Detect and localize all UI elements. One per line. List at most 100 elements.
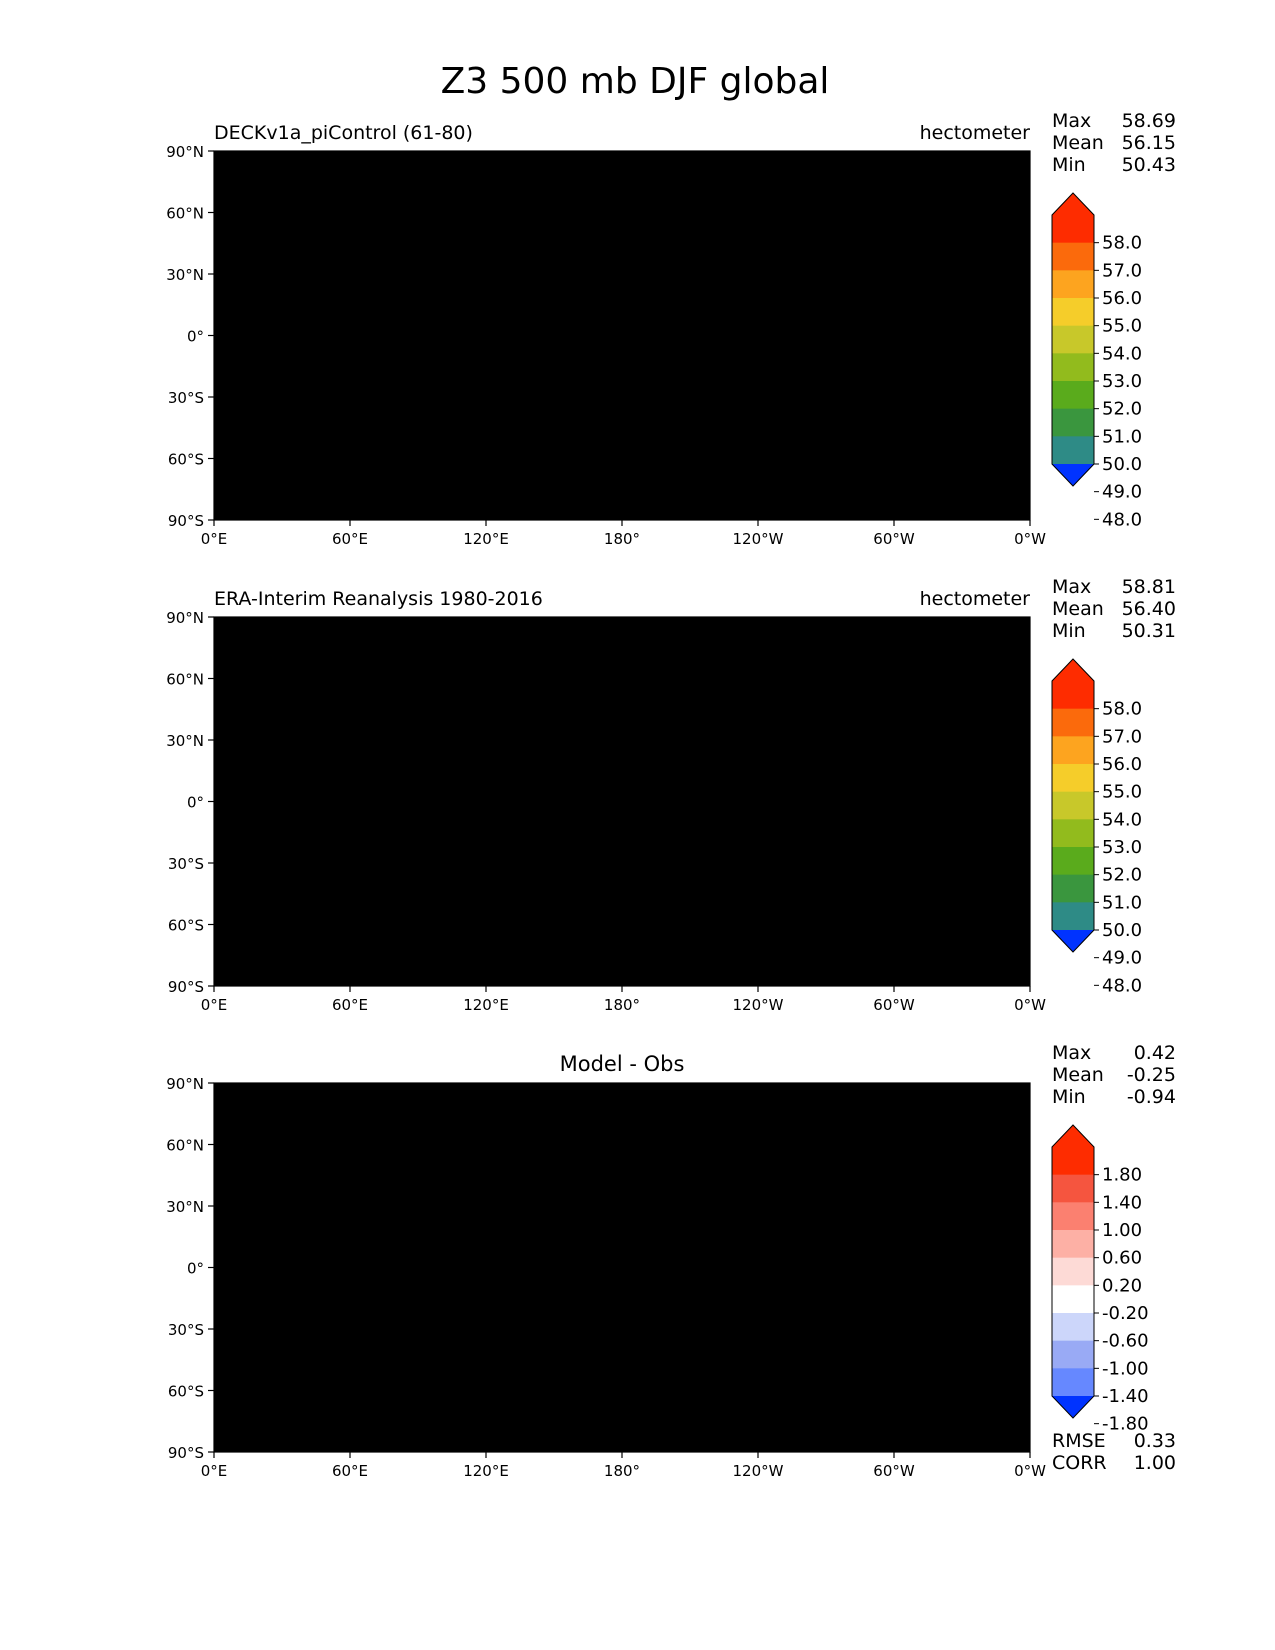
panel-obs: ERA-Interim Reanalysis 1980-2016 hectome… — [166, 576, 1176, 1014]
stat-label: Min — [1052, 620, 1086, 642]
lat-tick-label: 60°N — [166, 1137, 204, 1155]
colorbar-segment — [1052, 1340, 1094, 1369]
lat-tick-label: 30°S — [168, 1321, 204, 1339]
colorbar-segment — [1052, 298, 1094, 327]
colorbar-segment — [1052, 874, 1094, 903]
lon-tick-label: 0°W — [1014, 996, 1046, 1014]
stat-value: 58.81 — [1122, 576, 1176, 598]
colorbar-label: 48.0 — [1102, 975, 1142, 996]
colorbar-label: 55.0 — [1102, 782, 1142, 803]
colorbar-label: 53.0 — [1102, 837, 1142, 858]
colorbar-segment — [1052, 381, 1094, 410]
lat-tick-label: 60°N — [166, 205, 204, 223]
colorbar-segment — [1052, 270, 1094, 299]
lon-tick-label: 120°W — [733, 1462, 784, 1480]
lat-tick-label: 30°N — [166, 266, 204, 284]
lon-tick-label: 120°W — [733, 530, 784, 548]
panel-diff-colorbar: 1.80 1.40 1.00 0.60 0.20 -0.20 -0.60 -1.00 -1.40… — [1051, 1124, 1149, 1435]
colorbar-segment — [1052, 819, 1094, 848]
colorbar-label: 49.0 — [1102, 482, 1142, 503]
lat-tick-label: 90°S — [168, 978, 204, 996]
stat-label: Mean — [1052, 1064, 1104, 1086]
colorbar-label: 1.00 — [1102, 1220, 1142, 1241]
extra-stat-value: 0.33 — [1134, 1430, 1176, 1452]
stat-value: 0.42 — [1134, 1042, 1176, 1064]
lat-tick-label: 90°S — [168, 1444, 204, 1462]
panel-diff: Model - Obs 90°N60°N3 — [166, 1042, 1176, 1480]
colorbar-label: 54.0 — [1102, 343, 1142, 364]
colorbar-segment — [1052, 1230, 1094, 1259]
colorbar-label: 52.0 — [1102, 399, 1142, 420]
panel-model-lon-ticks: 0°E 60°E 120°E 180° 120°W 60°W 0°W — [201, 520, 1046, 548]
colorbar-segment — [1052, 408, 1094, 437]
panel-diff-stats: Max 0.42 Mean -0.25 Min -0.94 — [1052, 1042, 1176, 1108]
stat-label: Mean — [1052, 598, 1104, 620]
colorbar-segment — [1052, 1368, 1094, 1397]
colorbar-extend-max — [1052, 193, 1094, 215]
stat-value: 50.31 — [1122, 620, 1176, 642]
colorbar-label: 50.0 — [1102, 454, 1142, 475]
colorbar-label: -0.20 — [1102, 1303, 1149, 1324]
panel-model-units: hectometer — [920, 122, 1031, 144]
lat-tick-label: 30°N — [166, 732, 204, 750]
lon-tick-label: 60°W — [873, 996, 915, 1014]
panel-diff-lon-ticks: 0°E 60°E 120°E 180° 120°W 60°W 0°W — [201, 1452, 1046, 1480]
panel-model: DECKv1a_piControl (61-80) hectometer 90°… — [166, 110, 1176, 548]
panel-obs-units: hectometer — [920, 588, 1031, 610]
colorbar-segment — [1052, 1202, 1094, 1231]
colorbar-label: 51.0 — [1102, 892, 1142, 913]
colorbar-segment — [1052, 736, 1094, 765]
panel-diff-title: Model - Obs — [560, 1052, 685, 1076]
colorbar-extend-min — [1052, 1396, 1094, 1418]
lon-tick-label: 120°E — [463, 996, 509, 1014]
colorbar-segment — [1052, 1174, 1094, 1203]
colorbar-segment — [1052, 436, 1094, 465]
lat-tick-label: 90°S — [168, 512, 204, 530]
stat-value: -0.94 — [1127, 1086, 1176, 1108]
colorbar-segment — [1052, 847, 1094, 876]
lat-tick-label: 90°N — [166, 609, 204, 627]
stat-label: Mean — [1052, 132, 1104, 154]
stat-label: Max — [1052, 1042, 1091, 1064]
colorbar-segment — [1052, 1257, 1094, 1286]
colorbar-label: 56.0 — [1102, 754, 1142, 775]
panel-model-colorbar: 58.0 57.0 56.0 55.0 54.0 53.0 52.0 51.0 50.0 49.0… — [1051, 192, 1142, 530]
lat-tick-label: 30°S — [168, 389, 204, 407]
lat-tick-label: 0° — [187, 1260, 204, 1278]
colorbar-segment — [1052, 215, 1094, 244]
colorbar-segment — [1052, 764, 1094, 793]
colorbar-label: 48.0 — [1102, 509, 1142, 530]
lat-tick-label: 60°S — [168, 451, 204, 469]
colorbar-label: 53.0 — [1102, 371, 1142, 392]
lon-tick-label: 0°W — [1014, 530, 1046, 548]
lon-tick-label: 0°W — [1014, 1462, 1046, 1480]
stat-value: 58.69 — [1122, 110, 1176, 132]
colorbar-label: 58.0 — [1102, 233, 1142, 254]
panel-diff-lat-ticks: 90°N 60°N 30°N 0° 30°S 60°S 90°S — [166, 1075, 214, 1462]
panel-diff-coastlines — [214, 1094, 1030, 1426]
colorbar-label: -1.40 — [1102, 1386, 1149, 1407]
colorbar-segment — [1052, 1313, 1094, 1342]
extra-stat-value: 1.00 — [1134, 1452, 1176, 1474]
lon-tick-label: 60°W — [873, 530, 915, 548]
panel-obs-field — [214, 617, 1030, 986]
colorbar-label: -1.00 — [1102, 1358, 1149, 1379]
stat-label: Max — [1052, 110, 1091, 132]
colorbar-label: 52.0 — [1102, 865, 1142, 886]
lon-tick-label: 60°E — [332, 996, 368, 1014]
colorbar-extend-max — [1052, 1125, 1094, 1147]
colorbar-label: 50.0 — [1102, 920, 1142, 941]
stat-value: 50.43 — [1122, 154, 1176, 176]
colorbar-extend-min — [1052, 930, 1094, 952]
stat-value: 56.15 — [1122, 132, 1176, 154]
panel-diff-field — [214, 1083, 1030, 1452]
panel-model-field — [214, 151, 1030, 520]
lat-tick-label: 60°S — [168, 917, 204, 935]
panel-model-lat-ticks: 90°N 60°N 30°N 0° 30°S 60°S 90°S — [166, 143, 214, 530]
colorbar-label: 58.0 — [1102, 699, 1142, 720]
panel-model-title: DECKv1a_piControl (61-80) — [214, 122, 473, 144]
colorbar-label: 49.0 — [1102, 948, 1142, 969]
lat-tick-label: 90°N — [166, 143, 204, 161]
stat-value: -0.25 — [1127, 1064, 1176, 1086]
colorbar-label: 57.0 — [1102, 726, 1142, 747]
